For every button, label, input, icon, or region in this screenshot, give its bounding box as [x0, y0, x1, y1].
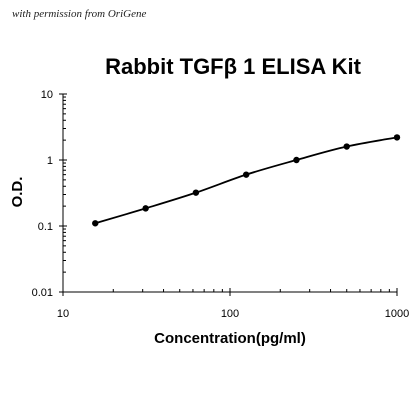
- chart-title: Rabbit TGFβ 1 ELISA Kit: [105, 54, 362, 79]
- y-tick-label: 0.01: [32, 287, 53, 299]
- data-point: [192, 189, 200, 196]
- data-point: [393, 134, 401, 141]
- x-tick-label: 100: [221, 308, 239, 320]
- x-axis: 10 100 1000: [57, 288, 409, 320]
- y-axis: 0.01 0.1 1 10: [32, 89, 67, 299]
- data-point: [142, 205, 149, 212]
- y-tick-label: 1: [47, 155, 53, 167]
- x-tick-label: 1000: [385, 308, 409, 320]
- x-tick-label: 10: [57, 308, 69, 320]
- series-line: [94, 136, 398, 225]
- data-point: [293, 156, 300, 164]
- data-point: [92, 220, 99, 227]
- data-point: [343, 143, 350, 150]
- y-tick-label: 10: [41, 89, 53, 101]
- y-tick-label: 0.1: [38, 221, 53, 233]
- data-series: [92, 134, 401, 227]
- permission-watermark: with permission from OriGene: [12, 8, 147, 20]
- x-axis-label: Concentration(pg/ml): [154, 330, 306, 347]
- plot-area: [62, 94, 397, 293]
- data-point: [242, 171, 250, 178]
- y-axis-label: O.D.: [9, 177, 26, 208]
